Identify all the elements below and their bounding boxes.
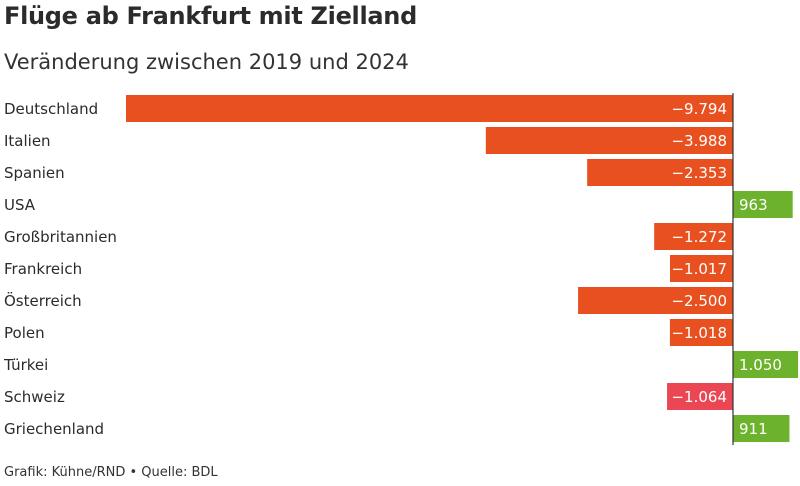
bar-frankreich xyxy=(669,255,733,282)
value-label-usa: 963 xyxy=(739,196,768,214)
category-label-griechenland: Griechenland xyxy=(4,420,104,438)
bar-schweiz xyxy=(667,383,733,410)
value-label-polen: −1.018 xyxy=(671,324,727,342)
value-label-frankreich: −1.017 xyxy=(671,260,727,278)
value-label-spanien: −2.353 xyxy=(671,164,727,182)
category-label-frankreich: Frankreich xyxy=(4,260,82,278)
value-label-deutschland: −9.794 xyxy=(671,100,727,118)
value-label-tuerkei: 1.050 xyxy=(739,356,782,374)
bar-italien xyxy=(485,127,733,154)
category-label-schweiz: Schweiz xyxy=(4,388,65,406)
category-label-oesterreich: Österreich xyxy=(4,291,82,310)
value-label-schweiz: −1.064 xyxy=(671,388,727,406)
bar-oesterreich xyxy=(578,287,733,314)
bar-spanien xyxy=(587,159,733,186)
chart-subtitle: Veränderung zwischen 2019 und 2024 xyxy=(4,50,409,74)
category-label-tuerkei: Türkei xyxy=(3,356,48,374)
bar-tuerkei xyxy=(733,351,799,378)
category-label-usa: USA xyxy=(4,196,36,214)
category-label-grossbritannien: Großbritannien xyxy=(4,228,117,246)
bar-griechenland xyxy=(733,415,790,442)
value-label-oesterreich: −2.500 xyxy=(671,292,727,310)
value-label-griechenland: 911 xyxy=(739,420,768,438)
value-label-grossbritannien: −1.272 xyxy=(671,228,727,246)
category-label-spanien: Spanien xyxy=(4,164,65,182)
category-label-polen: Polen xyxy=(4,324,45,342)
category-label-deutschland: Deutschland xyxy=(4,100,98,118)
bar-deutschland xyxy=(126,95,733,122)
bar-grossbritannien xyxy=(654,223,733,250)
category-label-italien: Italien xyxy=(4,132,51,150)
bar-usa xyxy=(733,191,793,218)
chart-title: Flüge ab Frankfurt mit Zielland xyxy=(4,2,417,30)
bar-polen xyxy=(669,319,733,346)
value-label-italien: −3.988 xyxy=(671,132,727,150)
bar-chart: Deutschland −9.794 Italien −3.988 Spanien −2.… xyxy=(3,93,799,445)
source-footer: Grafik: Kühne/RND • Quelle: BDL xyxy=(4,465,218,480)
